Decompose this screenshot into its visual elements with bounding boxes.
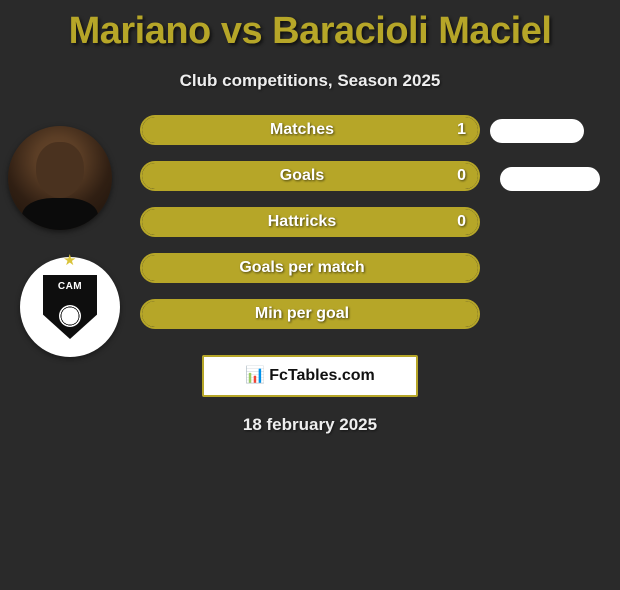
stat-bar-row: Goals0 <box>140 161 480 191</box>
stat-bar-row: Hattricks0 <box>140 207 480 237</box>
stat-bar-label: Goals per match <box>140 253 464 283</box>
stat-bar-label: Hattricks <box>140 207 464 237</box>
chart-icon: 📊 <box>245 368 265 384</box>
stat-bar-label: Goals <box>140 161 464 191</box>
date-label: 18 february 2025 <box>0 415 620 435</box>
stat-bar-row: Goals per match <box>140 253 480 283</box>
page-title: Mariano vs Baracioli Maciel <box>0 10 620 53</box>
club-shield-icon: CAM <box>43 275 97 339</box>
player-avatar <box>8 126 112 230</box>
club-shield-text: CAM <box>43 281 97 292</box>
stat-bar-value: 0 <box>457 161 466 191</box>
fctables-badge: 📊 FcTables.com <box>202 355 418 397</box>
stat-bar-row: Min per goal <box>140 299 480 329</box>
opponent-pill <box>490 119 584 143</box>
stat-bars: Matches1Goals0Hattricks0Goals per matchM… <box>140 115 480 345</box>
club-avatar: CAM <box>20 257 120 357</box>
stat-bar-value: 1 <box>457 115 466 145</box>
stat-bar-row: Matches1 <box>140 115 480 145</box>
fctables-label: FcTables.com <box>269 367 375 385</box>
subtitle: Club competitions, Season 2025 <box>0 71 620 91</box>
opponent-pill <box>500 167 600 191</box>
stat-bar-label: Matches <box>140 115 464 145</box>
club-ball-icon <box>59 305 81 327</box>
club-star-icon: ★ <box>63 251 76 269</box>
stat-bar-label: Min per goal <box>140 299 464 329</box>
stat-bar-value: 0 <box>457 207 466 237</box>
